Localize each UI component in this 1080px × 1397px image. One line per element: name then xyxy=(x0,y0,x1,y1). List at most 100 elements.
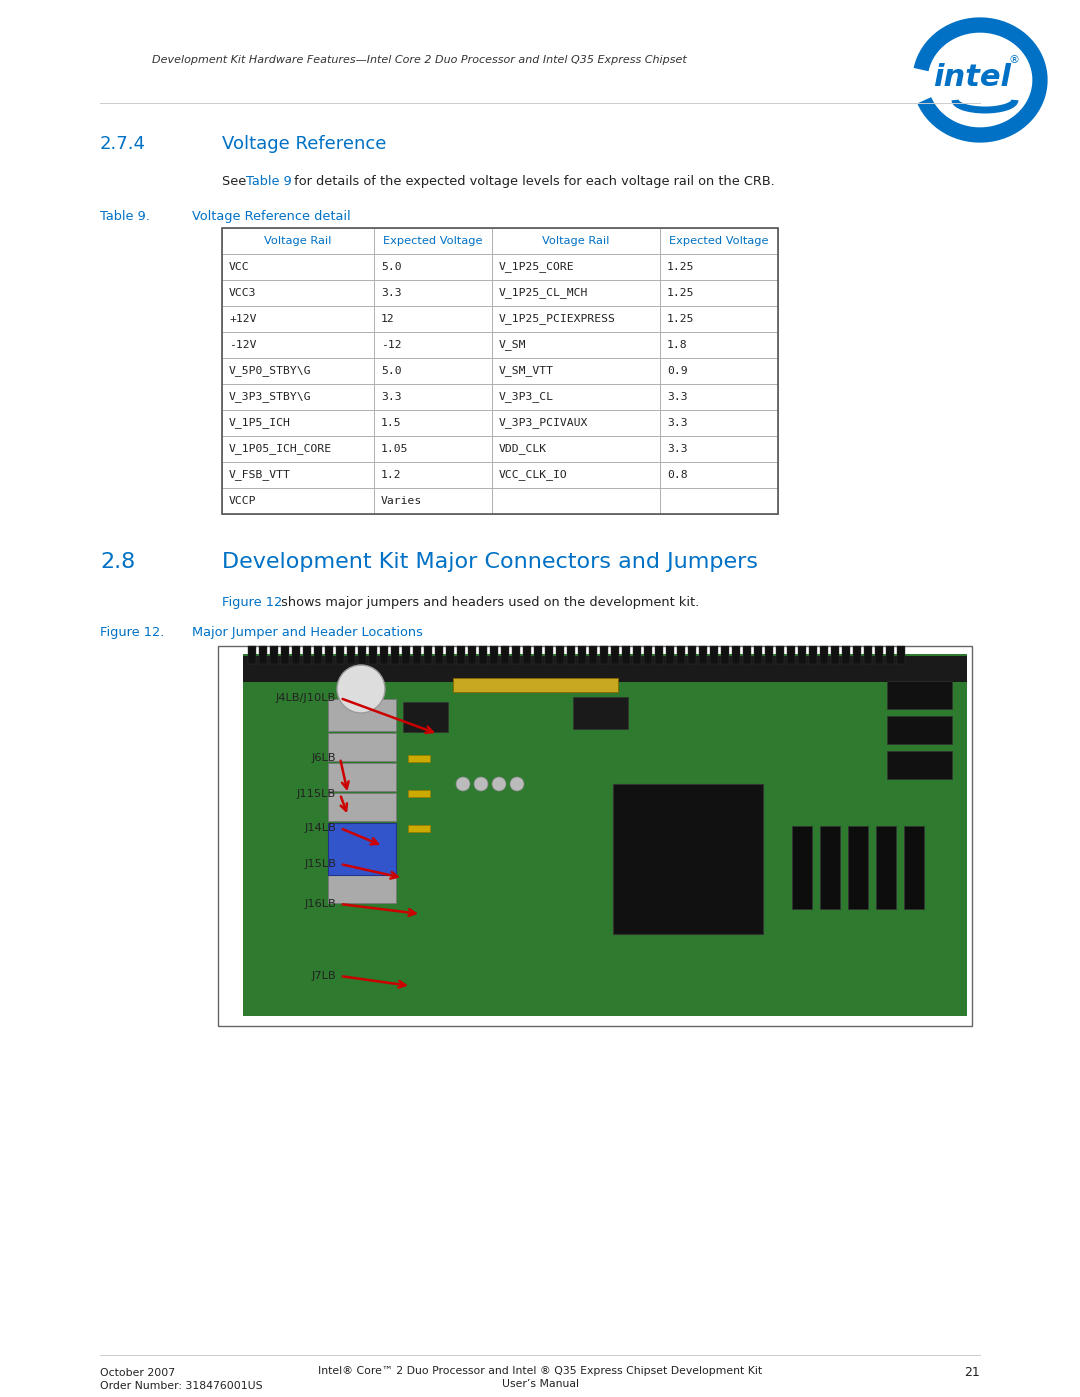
Bar xyxy=(408,826,430,833)
Bar xyxy=(328,823,396,875)
Text: J14LB: J14LB xyxy=(305,823,336,833)
Text: Intel® Core™ 2 Duo Processor and Intel ® Q35 Express Chipset Development Kit: Intel® Core™ 2 Duo Processor and Intel ®… xyxy=(318,1366,762,1376)
Bar xyxy=(777,645,784,664)
Text: Major Jumper and Header Locations: Major Jumper and Header Locations xyxy=(192,626,423,638)
Bar xyxy=(848,826,868,909)
Bar xyxy=(556,645,564,664)
Bar xyxy=(222,306,374,332)
Text: V_3P3_PCIVAUX: V_3P3_PCIVAUX xyxy=(499,418,589,429)
Bar xyxy=(853,645,861,664)
Text: V_SM_VTT: V_SM_VTT xyxy=(499,366,554,376)
Bar xyxy=(732,645,740,664)
Bar xyxy=(222,384,374,409)
Text: Development Kit Hardware Features—Intel Core 2 Duo Processor and Intel Q35 Expre: Development Kit Hardware Features—Intel … xyxy=(152,54,687,66)
Text: 1.25: 1.25 xyxy=(667,314,694,324)
Text: V_1P05_ICH_CORE: V_1P05_ICH_CORE xyxy=(229,443,333,454)
Text: V_1P5_ICH: V_1P5_ICH xyxy=(229,418,291,429)
Text: V_FSB_VTT: V_FSB_VTT xyxy=(229,469,291,481)
Text: 1.25: 1.25 xyxy=(667,288,694,298)
Bar xyxy=(374,462,492,488)
Bar xyxy=(328,763,396,791)
Text: 21: 21 xyxy=(964,1366,980,1379)
Bar xyxy=(222,279,374,306)
Bar xyxy=(480,645,487,664)
Bar xyxy=(314,645,322,664)
Bar xyxy=(820,826,840,909)
Text: V_3P3_STBY\G: V_3P3_STBY\G xyxy=(229,391,311,402)
Text: October 2007: October 2007 xyxy=(100,1368,175,1377)
Text: VCC3: VCC3 xyxy=(229,288,257,298)
Text: 5.0: 5.0 xyxy=(381,366,402,376)
Circle shape xyxy=(474,777,488,791)
Bar xyxy=(374,384,492,409)
Text: VDD_CLK: VDD_CLK xyxy=(499,443,548,454)
Bar xyxy=(492,436,660,462)
Text: J6LB: J6LB xyxy=(311,753,336,763)
Text: Voltage Rail: Voltage Rail xyxy=(265,236,332,246)
Text: 12: 12 xyxy=(381,314,395,324)
Text: shows major jumpers and headers used on the development kit.: shows major jumpers and headers used on … xyxy=(276,597,699,609)
Bar xyxy=(534,645,542,664)
Text: 3.3: 3.3 xyxy=(667,393,688,402)
Bar xyxy=(876,826,896,909)
Bar xyxy=(457,645,465,664)
Bar xyxy=(453,678,618,692)
Bar xyxy=(887,717,951,745)
Text: 1.2: 1.2 xyxy=(381,469,402,481)
Bar xyxy=(887,752,951,780)
Text: intel: intel xyxy=(933,63,1011,91)
Bar xyxy=(644,645,652,664)
Bar xyxy=(492,488,660,514)
Text: User’s Manual: User’s Manual xyxy=(501,1379,579,1389)
Bar xyxy=(303,645,311,664)
Bar xyxy=(292,645,300,664)
Bar xyxy=(666,645,674,664)
Bar xyxy=(328,733,396,761)
Bar xyxy=(374,254,492,279)
Bar xyxy=(660,409,778,436)
Bar xyxy=(446,645,454,664)
Bar xyxy=(374,228,492,254)
Bar xyxy=(633,645,642,664)
Text: Table 9: Table 9 xyxy=(246,175,292,189)
Text: Voltage Rail: Voltage Rail xyxy=(542,236,610,246)
Bar xyxy=(391,645,399,664)
Bar xyxy=(408,754,430,761)
Text: Development Kit Major Connectors and Jumpers: Development Kit Major Connectors and Jum… xyxy=(222,552,758,571)
Text: Varies: Varies xyxy=(381,496,422,506)
Bar xyxy=(281,645,289,664)
Text: V_5P0_STBY\G: V_5P0_STBY\G xyxy=(229,366,311,376)
Bar xyxy=(374,358,492,384)
Bar xyxy=(492,332,660,358)
Bar xyxy=(654,645,663,664)
Bar xyxy=(523,645,531,664)
Text: V_SM: V_SM xyxy=(499,339,527,351)
Bar xyxy=(369,645,377,664)
Bar xyxy=(374,488,492,514)
Bar xyxy=(435,645,443,664)
Bar xyxy=(809,645,816,664)
Bar xyxy=(248,645,256,664)
Bar xyxy=(660,462,778,488)
Bar xyxy=(787,645,795,664)
Bar xyxy=(259,645,267,664)
Bar xyxy=(347,645,355,664)
Text: J115LB: J115LB xyxy=(297,789,336,799)
Bar xyxy=(573,697,627,729)
Bar xyxy=(403,703,448,732)
Text: VCC_CLK_IO: VCC_CLK_IO xyxy=(499,469,568,481)
Bar xyxy=(875,645,883,664)
Bar xyxy=(336,645,345,664)
Text: 3.3: 3.3 xyxy=(381,393,402,402)
Text: J15LB: J15LB xyxy=(305,859,336,869)
Bar xyxy=(222,228,374,254)
Text: Figure 12.: Figure 12. xyxy=(100,626,164,638)
Circle shape xyxy=(456,777,470,791)
Bar xyxy=(222,254,374,279)
Bar xyxy=(660,279,778,306)
Circle shape xyxy=(510,777,524,791)
Bar xyxy=(710,645,718,664)
Bar xyxy=(660,488,778,514)
Bar xyxy=(374,332,492,358)
Bar xyxy=(660,384,778,409)
